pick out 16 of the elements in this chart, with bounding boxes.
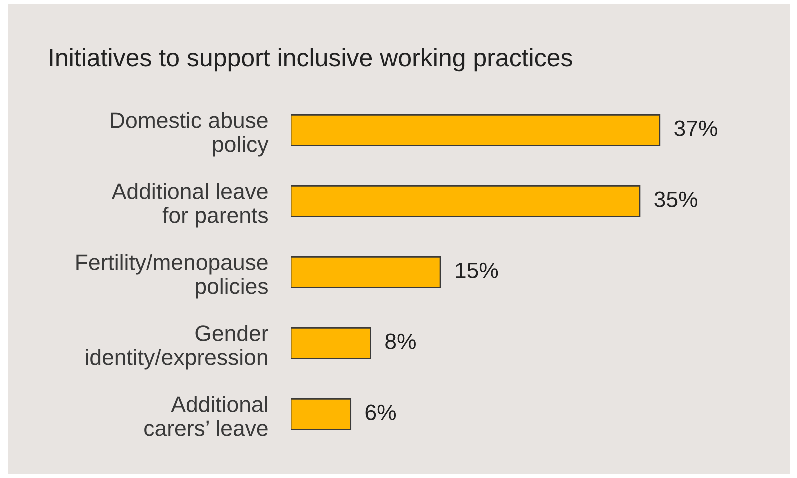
y-tick-label: Additional carers’ leave: [144, 396, 268, 436]
data-label: 35%: [654, 192, 698, 208]
y-tick-label: Fertility/menopause policies: [76, 254, 268, 299]
bar: [291, 256, 442, 288]
bar: [291, 114, 661, 146]
y-tick-label: Domestic abuse policy: [111, 112, 269, 157]
bar: [291, 186, 641, 218]
data-label: 8%: [386, 334, 416, 350]
data-label: 6%: [366, 404, 396, 420]
y-tick-label: Gender identity/expression: [86, 325, 268, 370]
bar: [291, 398, 352, 430]
data-label: 37%: [674, 120, 718, 136]
y-tick-label: Additional leave for parents: [112, 183, 268, 228]
bar: [291, 328, 372, 360]
chart-title: Initiatives to support inclusive working practices: [50, 48, 572, 72]
data-label: 15%: [456, 262, 498, 278]
